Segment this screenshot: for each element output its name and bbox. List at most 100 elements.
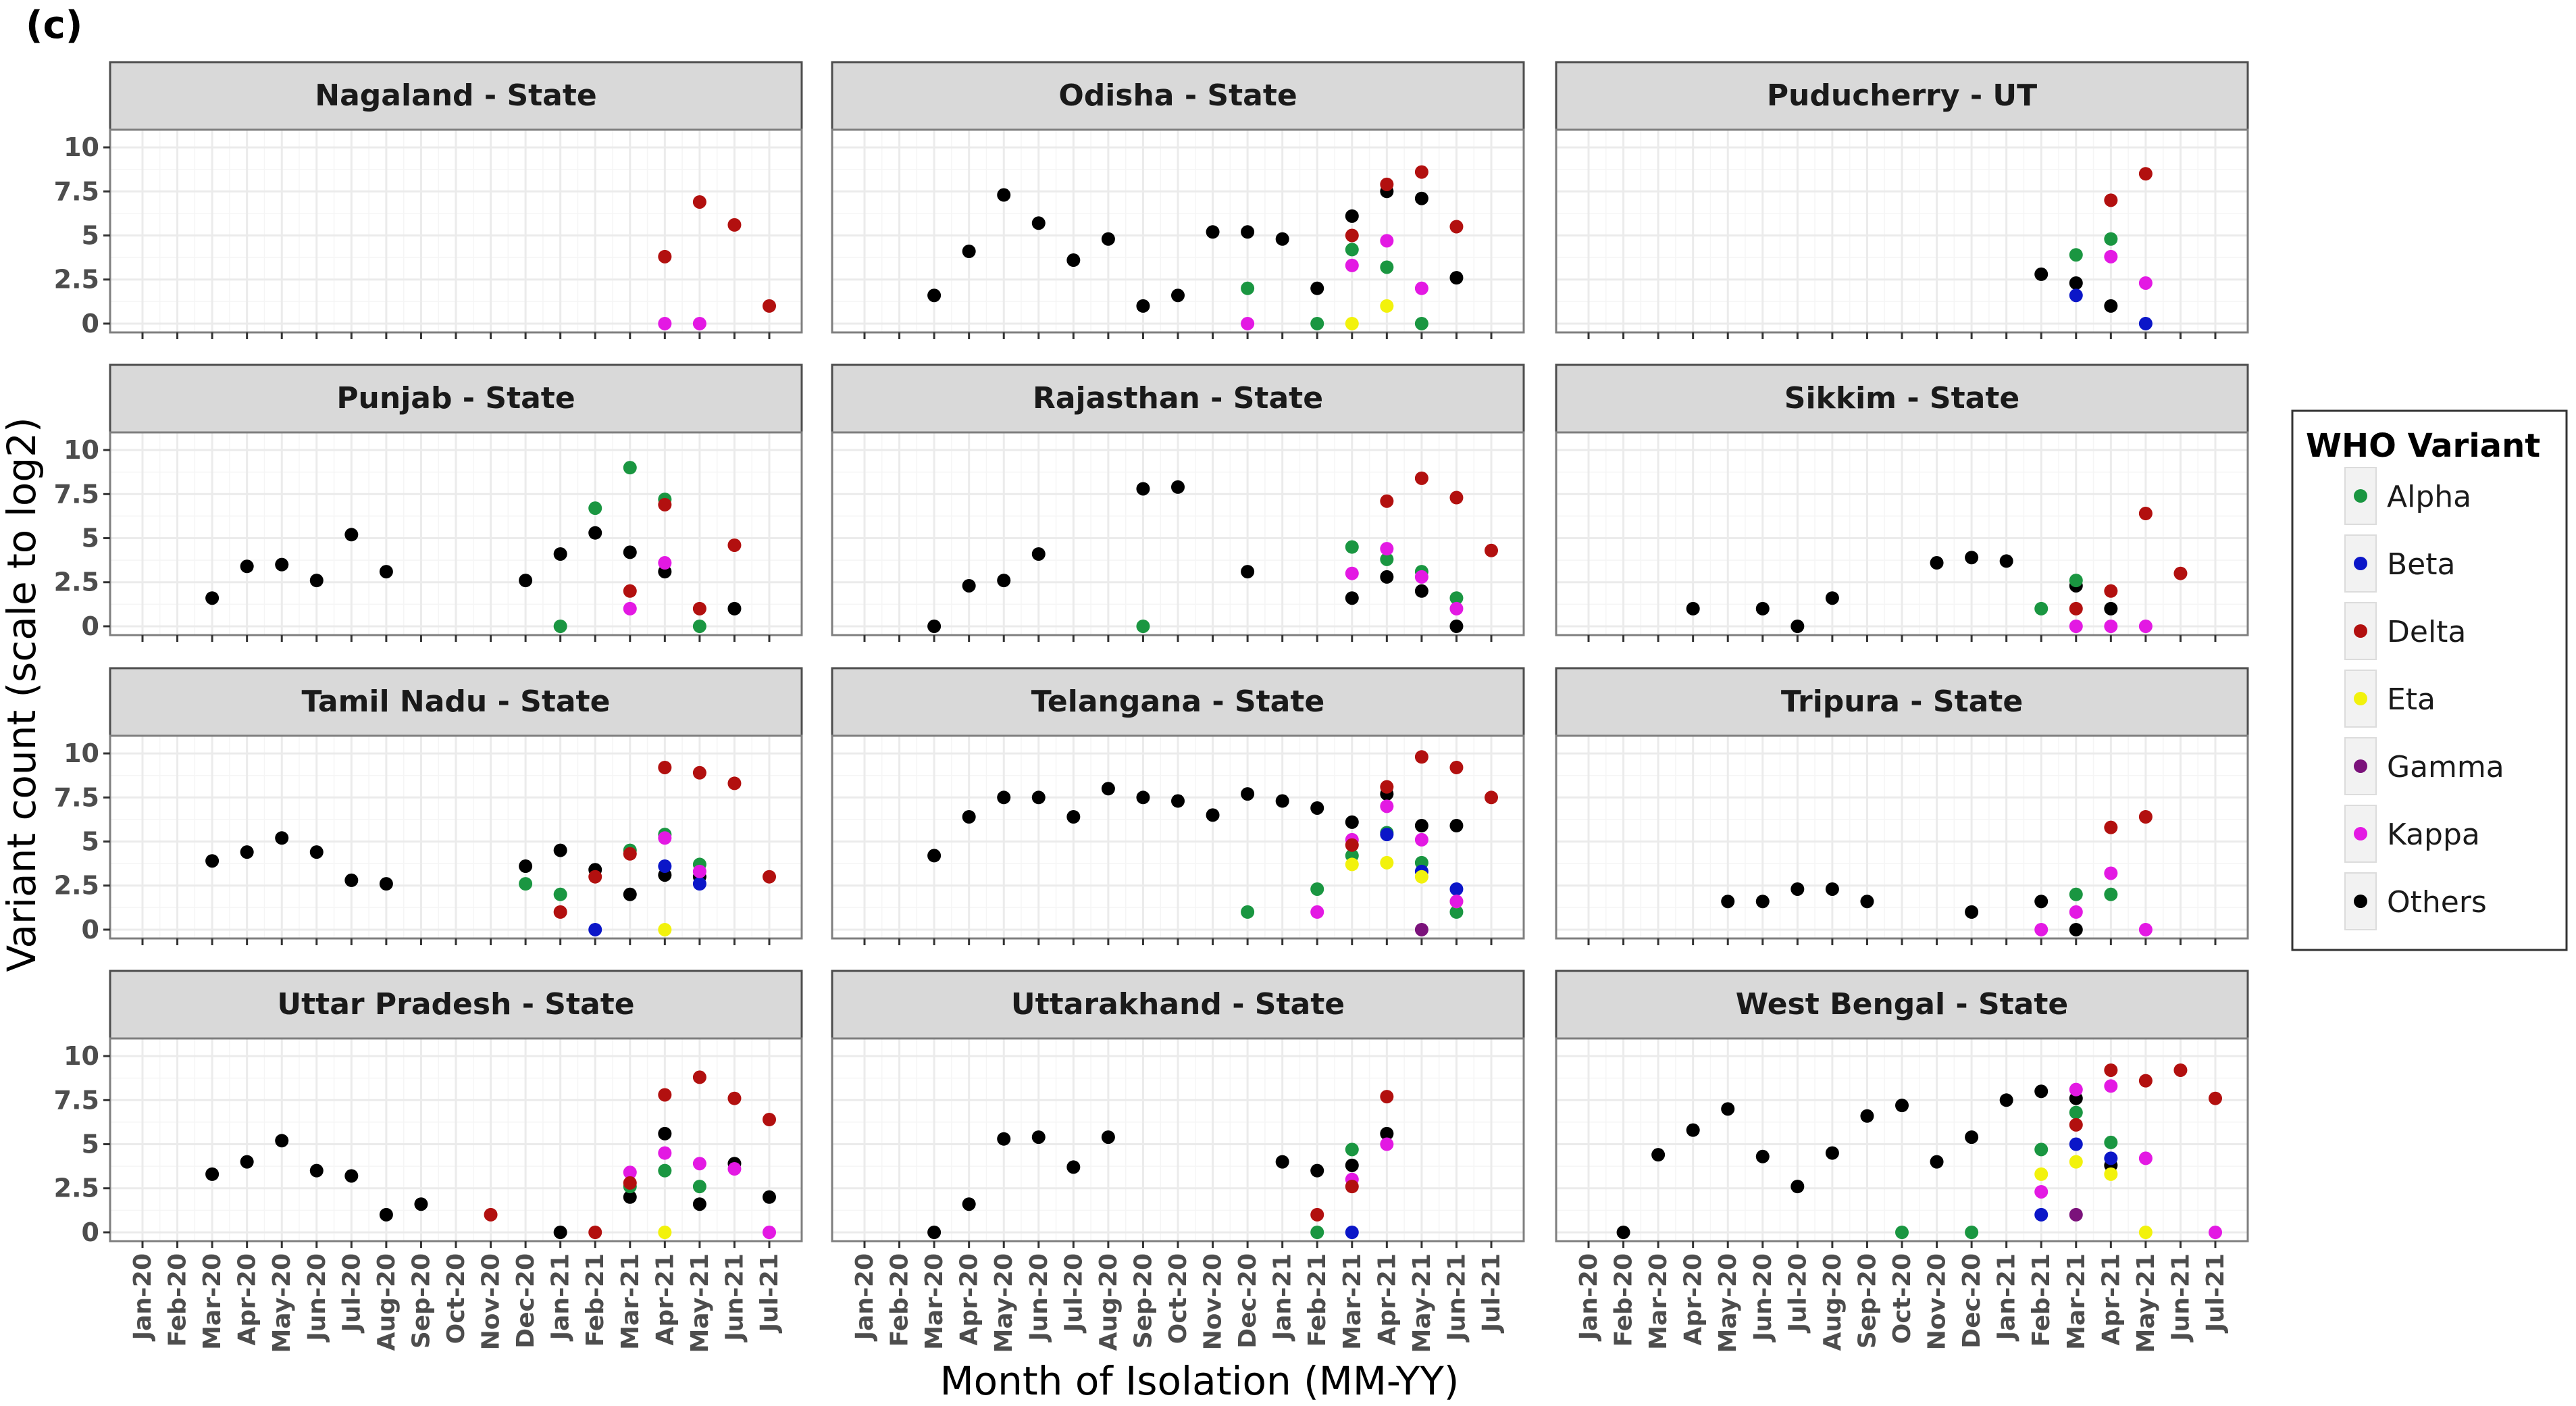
x-tick-label: Aug-20	[1819, 1253, 1847, 1351]
point-alpha	[2069, 574, 2083, 588]
point-others	[205, 854, 220, 868]
point-alpha	[1310, 882, 1324, 896]
point-others	[344, 528, 359, 542]
point-others	[927, 849, 942, 863]
legend-key	[2344, 670, 2377, 728]
point-others	[1965, 1130, 1979, 1145]
point-eta	[1380, 855, 1394, 870]
x-ticks	[141, 1241, 771, 1248]
point-others	[1999, 1093, 2013, 1107]
point-delta	[692, 601, 706, 616]
point-others	[2034, 267, 2049, 281]
point-eta	[1345, 857, 1359, 872]
point-others	[962, 245, 976, 258]
point-others	[1241, 787, 1255, 801]
point-eta	[2104, 1167, 2118, 1181]
x-tick-label: Feb-20	[1610, 1253, 1638, 1347]
point-kappa	[2034, 922, 2049, 936]
point-others	[1380, 570, 1394, 584]
point-others	[1686, 601, 1700, 616]
point-kappa	[1449, 601, 1464, 616]
point-others	[379, 1207, 393, 1222]
x-tick-label: May-21	[686, 1253, 714, 1353]
point-alpha	[588, 501, 602, 516]
point-others	[1999, 554, 2013, 568]
point-kappa	[1380, 1137, 1394, 1151]
point-others	[309, 845, 324, 859]
data-points	[205, 1070, 776, 1239]
point-delta	[1449, 760, 1464, 774]
point-others	[2104, 299, 2118, 313]
x-tick-label: Apr-21	[651, 1253, 679, 1345]
point-kappa	[1380, 234, 1394, 248]
point-beta	[2069, 288, 2083, 303]
point-delta	[1380, 780, 1394, 794]
point-delta	[1345, 228, 1359, 243]
point-kappa	[692, 864, 706, 878]
point-others	[623, 545, 637, 559]
point-kappa	[2069, 905, 2083, 919]
point-others	[2069, 922, 2083, 936]
point-eta	[1414, 870, 1428, 884]
x-tick-label: May-21	[1408, 1253, 1436, 1353]
point-kappa	[2138, 619, 2153, 633]
point-others	[1791, 882, 1805, 896]
point-alpha	[1241, 281, 1255, 295]
point-delta	[1414, 471, 1428, 485]
point-alpha	[519, 877, 533, 891]
point-alpha	[692, 619, 706, 633]
point-others	[2104, 601, 2118, 616]
point-others	[658, 1126, 672, 1140]
panel-tamil-nadu-state: Tamil Nadu - State 0 2.5 5 7.5 10	[54, 667, 803, 945]
point-alpha	[1895, 1225, 1909, 1239]
point-eta	[1345, 316, 1359, 330]
legend-entry-alpha: Alpha	[2344, 467, 2471, 525]
point-alpha	[2104, 232, 2118, 246]
point-others	[205, 1167, 220, 1181]
point-others	[1136, 482, 1150, 496]
point-alpha	[1380, 552, 1394, 566]
point-others	[1031, 547, 1046, 561]
point-delta	[1414, 750, 1428, 764]
point-others	[1965, 905, 1979, 919]
point-alpha	[692, 1180, 706, 1194]
panel-title: Puducherry - UT	[1767, 78, 2037, 113]
x-ticks	[1587, 635, 2217, 642]
point-alpha	[1380, 260, 1394, 274]
point-delta	[2138, 507, 2153, 520]
x-tick-label: Jun-20	[303, 1253, 331, 1343]
data-points	[927, 750, 1498, 936]
point-delta	[623, 847, 637, 861]
point-others	[623, 1190, 637, 1204]
point-delta	[588, 870, 602, 884]
point-beta	[2104, 1151, 2118, 1165]
x-tick-label: Jul-20	[1060, 1253, 1087, 1334]
x-tick-label: Dec-20	[512, 1253, 540, 1349]
point-others	[1275, 232, 1289, 246]
y-tick-label: 2.5	[54, 568, 99, 597]
x-tick-label: Jan-20	[1575, 1253, 1603, 1342]
x-tick-label: Jan-20	[129, 1253, 157, 1342]
point-others	[1345, 1158, 1359, 1172]
point-others	[1616, 1225, 1630, 1239]
point-gamma	[2069, 1207, 2083, 1222]
point-others	[927, 288, 942, 303]
panel-west-bengal-state: West Bengal - State	[1555, 970, 2249, 1248]
point-others	[1930, 556, 1944, 570]
point-kappa	[1414, 281, 1428, 295]
x-ticks	[1587, 938, 2217, 945]
legend-swatch	[2354, 692, 2367, 705]
point-kappa	[658, 831, 672, 845]
data-points	[927, 471, 1498, 633]
point-kappa	[692, 316, 706, 330]
legend-entry-eta: Eta	[2344, 670, 2436, 728]
y-tick-label: 10	[63, 738, 99, 768]
point-delta	[727, 218, 742, 232]
y-tick-label: 10	[63, 132, 99, 162]
point-others	[1345, 591, 1359, 605]
x-tick-label: Jun-21	[1443, 1253, 1470, 1343]
point-others	[623, 887, 637, 901]
gridlines	[1556, 130, 2248, 332]
panel-strip	[831, 363, 1525, 434]
x-axis-west-bengal-state: Jan-20 Feb-20 Mar-20 Apr-20 May-20 Jun-20 Jul-…	[1575, 1253, 2230, 1353]
